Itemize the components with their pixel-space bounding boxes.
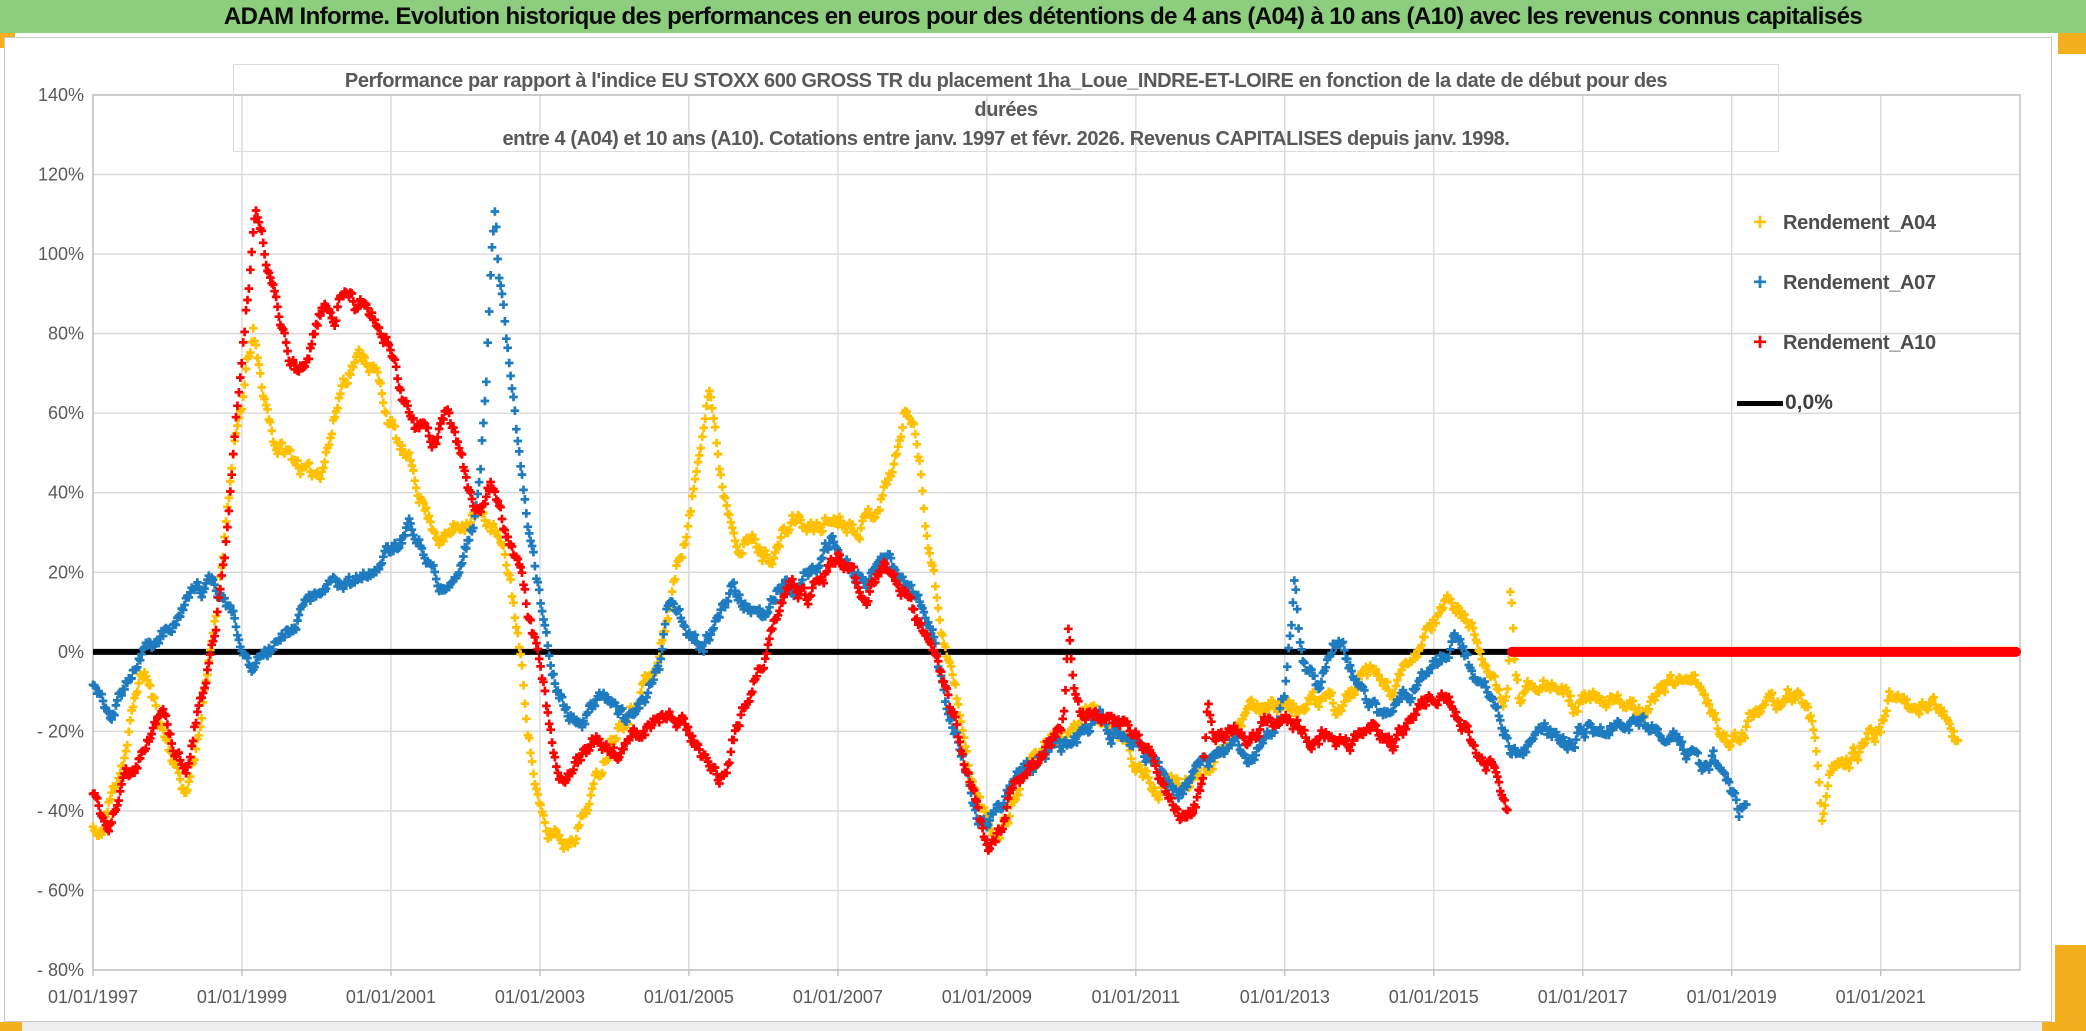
zero-line-icon (1737, 400, 1783, 406)
svg-text:100%: 100% (38, 244, 84, 264)
series-rendement_a10 (88, 206, 1512, 855)
svg-text:01/01/1997: 01/01/1997 (48, 987, 138, 1007)
chart-title-line-3: entre 4 (A04) et 10 ans (A10). Cotations… (502, 128, 1510, 150)
gold-border-accent-top-right (2058, 33, 2086, 54)
chart-panel (4, 37, 2052, 1022)
svg-text:- 20%: - 20% (37, 721, 84, 741)
svg-text:01/01/2007: 01/01/2007 (793, 987, 883, 1007)
svg-text:01/01/1999: 01/01/1999 (197, 987, 287, 1007)
svg-text:- 60%: - 60% (37, 880, 84, 900)
svg-text:80%: 80% (48, 324, 84, 344)
svg-text:- 80%: - 80% (37, 960, 84, 980)
svg-text:20%: 20% (48, 562, 84, 582)
gold-border-accent-right (2055, 945, 2086, 1031)
svg-text:01/01/2019: 01/01/2019 (1687, 987, 1777, 1007)
legend-item-rendement-a04: + Rendement_A04 (1737, 193, 2047, 253)
svg-text:40%: 40% (48, 483, 84, 503)
svg-text:0%: 0% (58, 642, 84, 662)
svg-text:- 40%: - 40% (37, 801, 84, 821)
legend-label: Rendement_A07 (1783, 271, 1936, 294)
page-title: ADAM Informe. Evolution historique des p… (223, 2, 1863, 30)
svg-text:140%: 140% (38, 85, 84, 105)
chart-title-line-2: durées (974, 99, 1038, 121)
legend-item-zero-line: 0,0% (1737, 373, 2047, 433)
legend-item-rendement-a07: + Rendement_A07 (1737, 253, 2047, 313)
svg-text:01/01/2005: 01/01/2005 (644, 987, 734, 1007)
svg-text:120%: 120% (38, 165, 84, 185)
chart-title: Performance par rapport à l'indice EU ST… (233, 64, 1779, 152)
svg-text:01/01/2021: 01/01/2021 (1836, 987, 1926, 1007)
gold-border-accent-bottom-right (2042, 1022, 2086, 1031)
svg-text:01/01/2011: 01/01/2011 (1091, 987, 1180, 1007)
x-axis-labels: 01/01/1997 01/01/1999 01/01/2001 01/01/2003… (48, 987, 1926, 1007)
gold-border-accent-bottom-left (0, 1022, 22, 1031)
gridlines (92, 94, 2020, 971)
legend-label: 0,0% (1785, 391, 1833, 414)
plus-marker-icon: + (1752, 329, 1767, 356)
plus-marker-icon: + (1752, 269, 1767, 296)
header-bar: ADAM Informe. Evolution historique des p… (0, 0, 2086, 33)
bottom-strip (0, 1022, 2086, 1031)
legend-label: Rendement_A04 (1783, 211, 1936, 234)
legend-label: Rendement_A10 (1783, 331, 1936, 354)
plus-marker-icon: + (1752, 209, 1767, 236)
plot-frame (92, 94, 2021, 971)
legend-item-rendement-a10: + Rendement_A10 (1737, 313, 2047, 373)
chart-title-line-1: Performance par rapport à l'indice EU ST… (344, 70, 1668, 92)
svg-text:01/01/2013: 01/01/2013 (1240, 987, 1330, 1007)
svg-text:01/01/2009: 01/01/2009 (942, 987, 1032, 1007)
svg-text:01/01/2017: 01/01/2017 (1538, 987, 1628, 1007)
legend: + Rendement_A04 + Rendement_A07 + Rendem… (1737, 193, 2047, 433)
x-axis-ticks (92, 970, 1882, 976)
svg-text:01/01/2003: 01/01/2003 (495, 987, 585, 1007)
y-axis-labels: 140% 120% 100% 80% 60% 40% 20% 0% - 20% - 40% - 60… (37, 85, 84, 980)
svg-text:01/01/2001: 01/01/2001 (346, 987, 436, 1007)
svg-text:60%: 60% (48, 403, 84, 423)
series-rendement_a04 (88, 323, 1963, 853)
svg-text:01/01/2015: 01/01/2015 (1389, 987, 1479, 1007)
